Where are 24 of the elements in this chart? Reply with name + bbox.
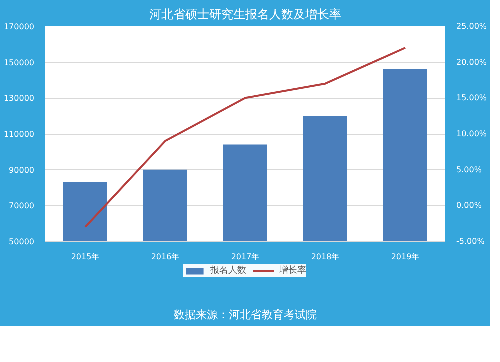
legend-label: 增长率 xyxy=(280,264,306,277)
source-note: 数据来源：河北省教育考试院 xyxy=(174,308,317,322)
y-tick-label: 110000 xyxy=(4,130,35,139)
y2-tick-label: 25.00% xyxy=(456,22,488,31)
y-tick-label: 70000 xyxy=(9,202,35,211)
x-tick-label: 2019年 xyxy=(391,252,420,262)
x-tick-label: 2015年 xyxy=(71,252,100,262)
y-tick-label: 130000 xyxy=(4,94,35,104)
y-tick-label: 150000 xyxy=(4,58,35,68)
legend-label: 报名人数 xyxy=(210,264,246,277)
y-tick-label: 170000 xyxy=(4,22,35,32)
chart-title: 河北省硕士研究生报名人数及增长率 xyxy=(150,8,342,22)
x-tick-label: 2018年 xyxy=(311,252,340,262)
y2-tick-label: 20.00% xyxy=(456,58,488,67)
y2-tick-label: 15.00% xyxy=(456,94,488,103)
y-tick-label: 90000 xyxy=(9,166,35,175)
y2-tick-label: 0.00% xyxy=(456,201,482,210)
y2-tick-label: -5.00% xyxy=(456,237,486,246)
x-tick-label: 2016年 xyxy=(151,252,180,262)
y2-tick-label: 5.00% xyxy=(456,165,482,174)
y-tick-label: 50000 xyxy=(9,238,35,246)
x-tick-label: 2017年 xyxy=(231,252,260,262)
y2-tick-label: 10.00% xyxy=(456,130,488,138)
line-series xyxy=(84,47,406,228)
